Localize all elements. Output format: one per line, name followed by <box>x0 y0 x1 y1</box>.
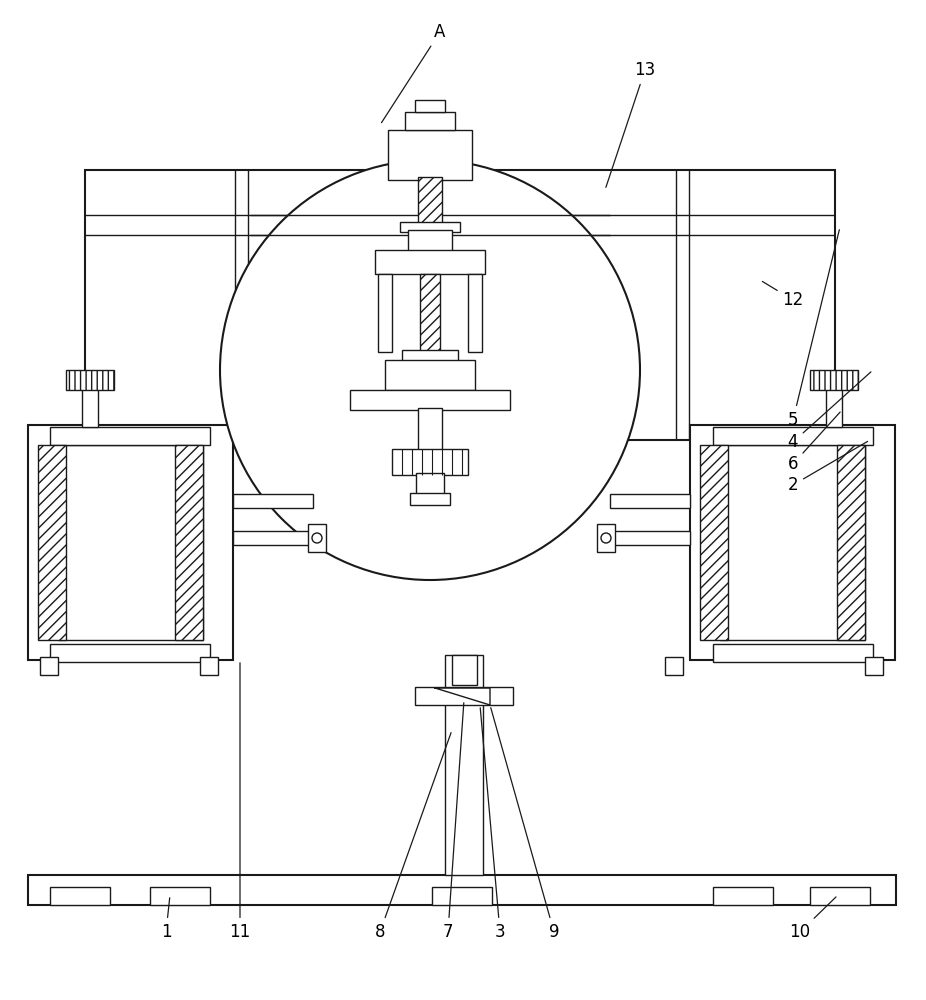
Text: 12: 12 <box>762 281 804 309</box>
Text: A: A <box>382 23 445 123</box>
Bar <box>385 360 475 390</box>
Bar <box>865 657 883 675</box>
Bar <box>175 445 203 640</box>
Text: 9: 9 <box>491 708 559 941</box>
Bar <box>837 445 865 640</box>
Bar <box>665 657 683 675</box>
Text: 8: 8 <box>375 733 451 941</box>
Bar <box>597 524 615 552</box>
Bar <box>713 644 873 662</box>
Text: 6: 6 <box>788 412 840 473</box>
Bar <box>713 427 873 445</box>
Bar <box>410 493 450 505</box>
Bar <box>392 449 468 475</box>
Bar <box>50 644 210 662</box>
Bar <box>150 887 210 905</box>
Bar <box>50 887 110 905</box>
Bar <box>445 655 483 875</box>
Bar <box>610 531 690 545</box>
Bar <box>308 524 326 552</box>
Bar <box>85 170 835 440</box>
Text: 13: 13 <box>606 61 656 187</box>
Bar <box>66 370 114 390</box>
Bar <box>826 387 842 427</box>
Bar <box>405 112 455 130</box>
Text: 4: 4 <box>788 372 871 451</box>
Bar <box>415 687 513 705</box>
Text: 3: 3 <box>481 708 506 941</box>
Bar <box>28 875 896 905</box>
Bar <box>82 387 98 427</box>
Bar <box>418 408 442 450</box>
Bar <box>378 274 392 352</box>
Bar <box>375 250 485 274</box>
Bar <box>690 425 895 660</box>
Bar <box>402 350 458 362</box>
Bar <box>810 887 870 905</box>
Text: 5: 5 <box>788 230 839 429</box>
Bar <box>713 887 773 905</box>
Bar <box>432 887 492 905</box>
Bar <box>610 494 690 508</box>
Bar <box>200 657 218 675</box>
Bar <box>58 445 203 640</box>
Bar <box>400 222 460 232</box>
Bar <box>420 274 440 352</box>
Bar <box>468 274 482 352</box>
Bar <box>418 177 442 225</box>
Bar <box>720 445 865 640</box>
Bar <box>40 657 58 675</box>
Bar <box>408 230 452 252</box>
Polygon shape <box>435 688 490 705</box>
Text: 11: 11 <box>230 663 251 941</box>
Circle shape <box>601 533 611 543</box>
Bar <box>233 494 313 508</box>
Bar <box>28 425 233 660</box>
Circle shape <box>220 160 640 580</box>
Bar <box>452 655 477 685</box>
Bar <box>233 531 313 545</box>
Bar <box>50 427 210 445</box>
Circle shape <box>312 533 322 543</box>
Bar <box>388 130 472 180</box>
Bar <box>415 100 445 112</box>
Bar <box>810 370 858 390</box>
Text: 2: 2 <box>788 441 868 494</box>
Text: 1: 1 <box>161 898 171 941</box>
Text: 7: 7 <box>443 703 464 941</box>
Bar <box>700 445 728 640</box>
Bar <box>416 473 444 495</box>
Text: 10: 10 <box>790 897 836 941</box>
Bar <box>38 445 66 640</box>
Bar <box>350 390 510 410</box>
